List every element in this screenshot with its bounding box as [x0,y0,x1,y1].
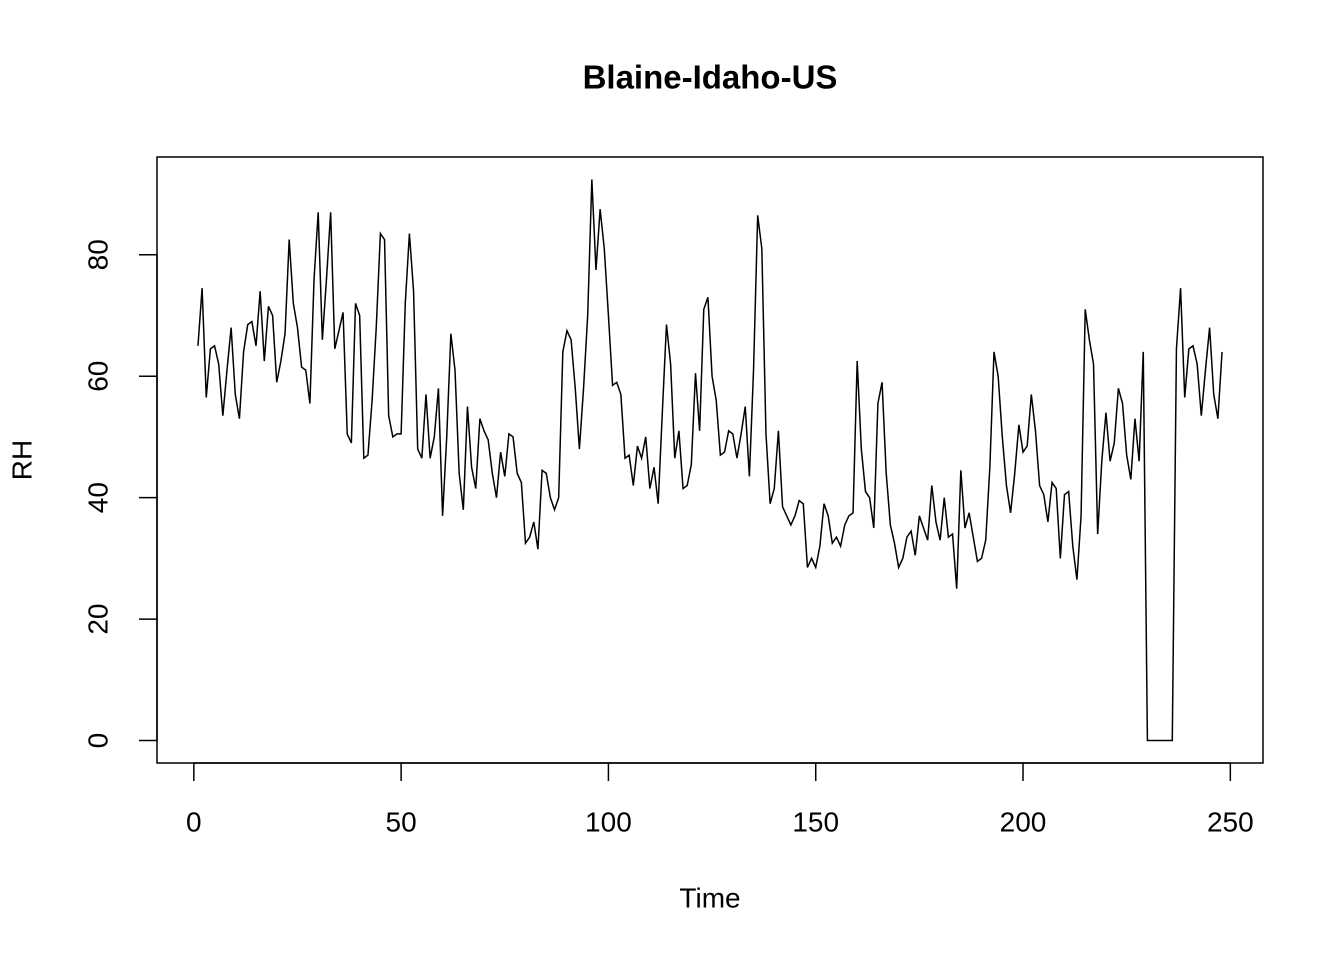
y-tick-label: 40 [82,482,113,513]
y-tick-label: 60 [82,361,113,392]
x-tick-label: 50 [386,806,417,837]
y-tick-label: 0 [82,733,113,749]
x-tick-label: 150 [792,806,839,837]
y-axis-label: RH [6,440,37,480]
series-line [197,179,1223,742]
x-tick-label: 100 [585,806,632,837]
y-tick-label: 80 [82,239,113,270]
plot-box [156,156,1264,764]
x-tick-label: 250 [1207,806,1254,837]
x-tick-label: 200 [1000,806,1047,837]
x-axis-label: Time [679,882,740,913]
y-tick-label: 20 [82,604,113,635]
chart-title: Blaine-Idaho-US [583,59,838,96]
x-tick-label: 0 [186,806,202,837]
